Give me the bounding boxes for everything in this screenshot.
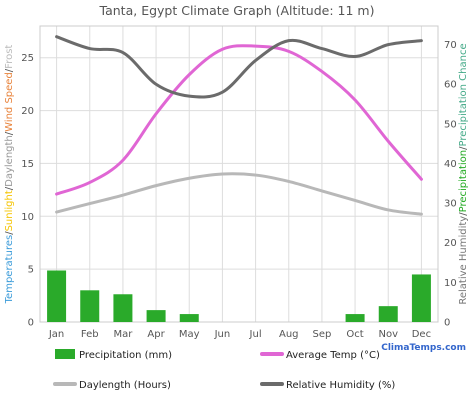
plot-frame [39, 25, 439, 323]
average-temp-c-line [55, 44, 423, 196]
right-axis-label-part: / [458, 146, 469, 150]
daylength-hours-line [55, 172, 423, 216]
right-axis-tick-label: 0 [444, 318, 450, 329]
left-axis-tick-label: 25 [21, 53, 34, 64]
precipitation-bar [378, 306, 398, 322]
left-axis-label-part: Frost [4, 45, 15, 69]
left-axis-label-part: Temperatures [4, 235, 15, 305]
chart-title: Tanta, Egypt Climate Graph (Altitude: 11… [99, 3, 375, 18]
x-axis-tick-label: Jul [249, 329, 262, 340]
precipitation-bar [411, 274, 431, 322]
legend-label: Average Temp (°C) [286, 350, 380, 361]
left-axis-tick-label: 15 [21, 159, 34, 170]
x-axis-tick-label: May [179, 329, 200, 340]
brand-logo[interactable]: ClimaTemps.com [381, 343, 466, 353]
x-axis-tick-label: Dec [412, 329, 431, 340]
left-axis-label: Temperatures/Sunlight/Daylength/Wind Spe… [4, 45, 15, 305]
precipitation-bar [80, 290, 100, 322]
x-axis-tick-label: Jun [214, 329, 231, 340]
legend: Precipitation (mm) Average Temp (°C) Dayle… [53, 349, 395, 391]
precipitation-bar [47, 270, 67, 322]
right-axis-tick-label: 30 [444, 199, 457, 210]
right-axis-tick-label: 20 [444, 238, 457, 249]
legend-label: Relative Humidity (%) [286, 380, 395, 391]
legend-label: Precipitation (mm) [79, 350, 172, 361]
left-axis-label-part: Wind Speed [4, 72, 15, 132]
relative-humidity-line [55, 35, 423, 99]
right-axis-label-part: Precipitation [458, 150, 469, 213]
precipitation-bar [345, 314, 365, 322]
plot-area: 0 5 10 15 20 25 0 10 20 30 40 50 60 70 Jan Feb Mar Apr May… [4, 25, 469, 340]
right-axis-tick-label: 40 [444, 159, 457, 170]
x-axis-tick-label: Sep [312, 329, 331, 340]
left-axis-label-part: / [4, 131, 15, 135]
left-axis-label-part: / [4, 186, 15, 190]
left-axis-label-part: Sunlight [4, 190, 15, 231]
precipitation-bar [146, 310, 166, 322]
x-axis-tick-label: Mar [113, 329, 133, 340]
left-axis-label-part: Daylength [4, 135, 15, 187]
x-axis-tick-label: Nov [378, 329, 398, 340]
left-axis-tick-label: 0 [28, 318, 34, 329]
right-axis-tick-label: 10 [444, 278, 457, 289]
right-axis-tick-label: 50 [444, 119, 457, 130]
right-axis-tick-label: 70 [444, 40, 457, 51]
left-axis-tick-label: 20 [21, 106, 34, 117]
precipitation-bar [179, 314, 199, 322]
x-axis-tick-label: Aug [279, 329, 299, 340]
left-axis-tick-label: 10 [21, 212, 34, 223]
legend-swatch-precipitation [55, 349, 75, 359]
x-axis-tick-label: Jan [48, 329, 64, 340]
right-axis-label-part: Relative Humidity [458, 216, 469, 305]
left-axis-label-part: / [4, 68, 15, 72]
right-axis-label-part: / [458, 212, 469, 216]
right-axis-tick-label: 60 [444, 80, 457, 91]
precipitation-bar [113, 294, 133, 322]
x-axis-tick-label: Oct [346, 329, 363, 340]
x-axis-tick-label: Feb [81, 329, 99, 340]
right-axis-label: Relative Humidity/Precipitation/Precipit… [458, 43, 469, 304]
legend-label: Daylength (Hours) [79, 380, 171, 391]
x-axis-tick-label: Apr [147, 329, 165, 340]
left-axis-label-part: / [4, 231, 15, 235]
left-axis-tick-label: 5 [28, 265, 34, 276]
right-axis-label-part: Precipitation Chance [458, 43, 469, 146]
